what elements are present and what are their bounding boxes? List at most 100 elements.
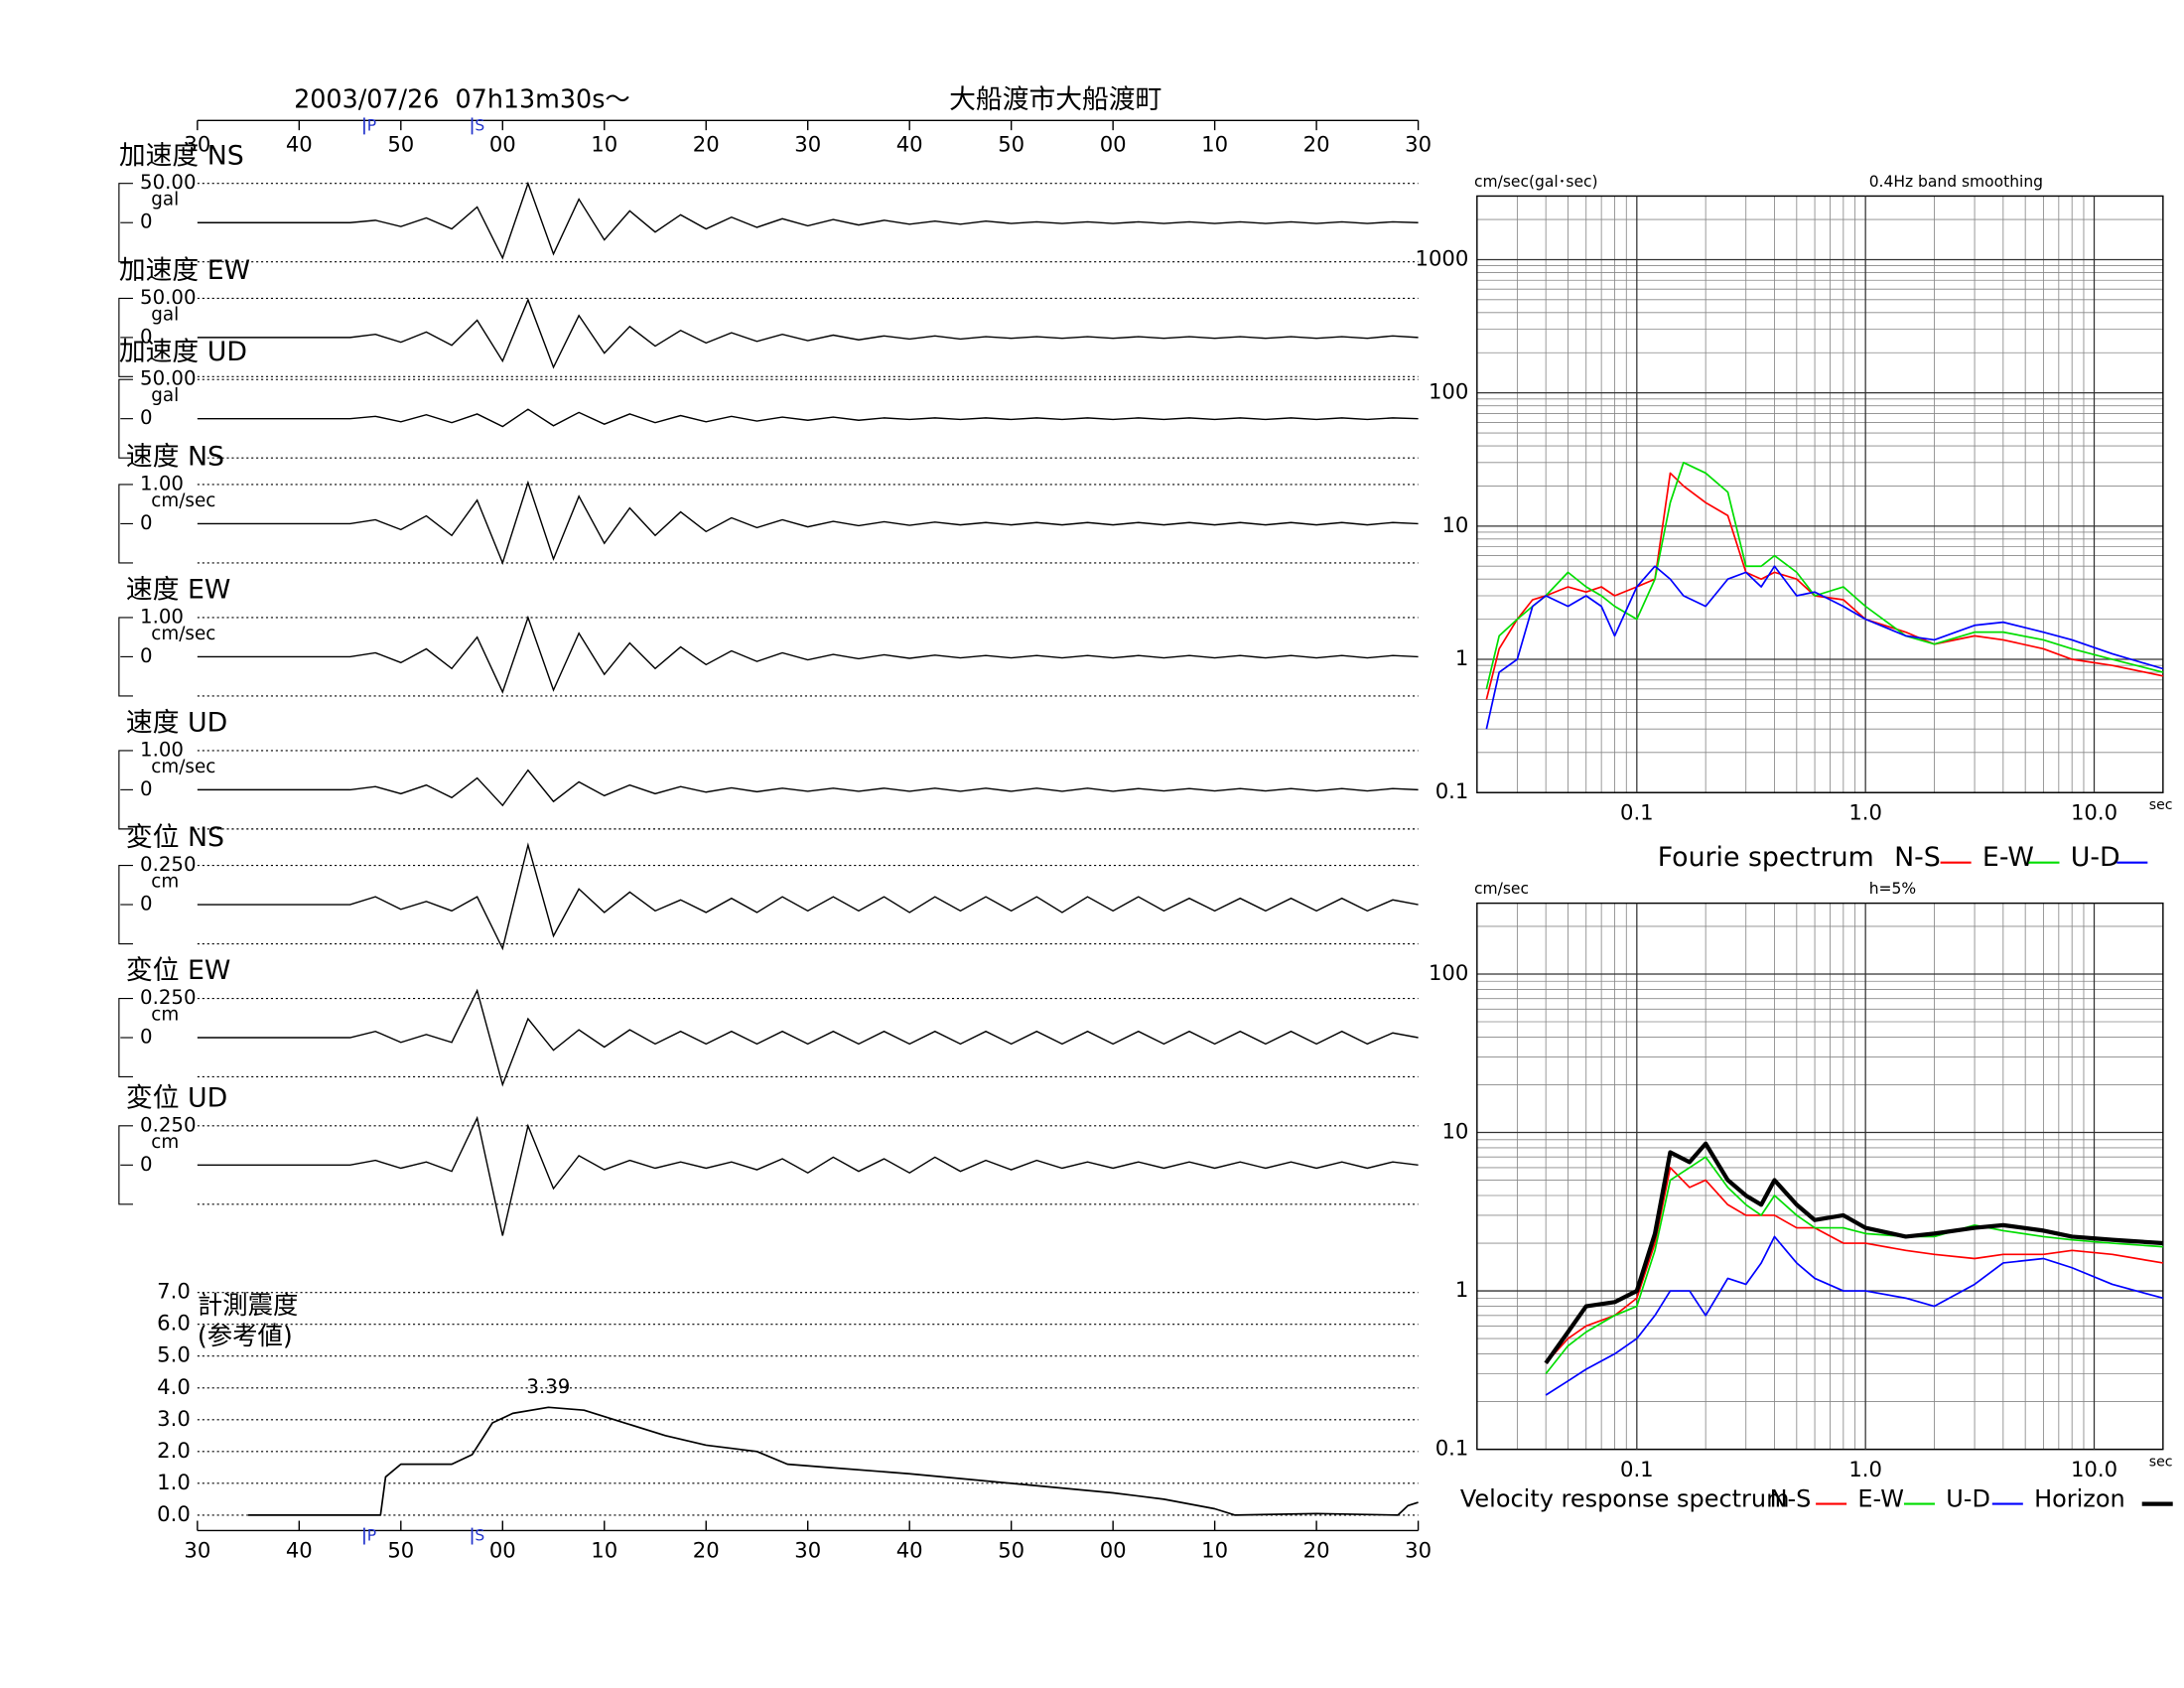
- panel-label: 速度 NS: [126, 442, 224, 473]
- y-tick-label: 10: [1441, 512, 1468, 537]
- panel-label: 変位 EW: [126, 955, 230, 986]
- y-axis-label: 計測震度: [198, 1290, 298, 1320]
- x-tick-label: 50: [998, 1538, 1024, 1563]
- x-tick-label: 20: [693, 1538, 720, 1563]
- y-tick-label: 0: [140, 1153, 153, 1176]
- waveform-trace: [197, 298, 1419, 369]
- x-tick-label: 50: [387, 132, 414, 157]
- x-tick-label: 30: [184, 132, 210, 157]
- y-tick-label: 100: [1429, 960, 1468, 985]
- x-tick-label: 40: [896, 132, 923, 157]
- data-line: [1485, 472, 2164, 700]
- y-tick-label: 0.250: [140, 1113, 197, 1136]
- y-unit-label: cm/sec(gal･sec): [1474, 173, 1598, 191]
- panel-label: 変位 NS: [126, 822, 224, 853]
- y-tick-label: 0: [140, 644, 153, 667]
- y-tick-label: 0: [140, 211, 153, 233]
- legend-label: U-D: [2071, 842, 2120, 873]
- y-tick-label: 0.250: [140, 986, 197, 1009]
- unit-label: gal: [151, 304, 179, 325]
- x-tick-label: 10.0: [2071, 799, 2117, 824]
- phase-label: S: [475, 1527, 484, 1545]
- panel-bracket: [118, 1125, 133, 1205]
- waveform-trace: [197, 181, 1419, 260]
- panel-label: 変位 UD: [126, 1083, 227, 1114]
- note: 0.4Hz band smoothing: [1869, 173, 2043, 191]
- waveform-trace: [197, 842, 1419, 951]
- waveform-trace: [197, 408, 1419, 428]
- legend-label: E-W: [1857, 1484, 1904, 1512]
- waveform-trace: [197, 480, 1419, 566]
- panel-label: 加速度 UD: [119, 337, 247, 367]
- y-tick-label: 3.0: [157, 1406, 191, 1431]
- x-tick-label: 10: [591, 132, 617, 157]
- y-tick-label: 50.00: [140, 367, 197, 390]
- panel-bracket: [118, 617, 133, 697]
- panel-bracket: [118, 378, 133, 459]
- panel-bracket: [118, 297, 133, 377]
- legend-label: E-W: [1982, 842, 2034, 873]
- x-tick-label: 10.0: [2071, 1457, 2117, 1481]
- y-tick-label: 0.0: [157, 1501, 191, 1526]
- legend-label: U-D: [1946, 1484, 1990, 1512]
- x-tick-label: 00: [489, 1538, 516, 1563]
- y-tick-label: 1.00: [140, 472, 184, 494]
- data-line: [248, 1406, 1419, 1516]
- x-tick-label: 1.0: [1848, 799, 1882, 824]
- data-line: [1544, 1141, 2163, 1365]
- y-tick-label: 100: [1429, 379, 1468, 404]
- x-tick-label: 50: [387, 1538, 414, 1563]
- panel-bracket: [118, 183, 133, 263]
- unit-label: cm/sec: [151, 757, 215, 777]
- y-tick-label: 10: [1441, 1119, 1468, 1144]
- panel-bracket: [118, 997, 133, 1078]
- x-tick-label: 30: [794, 132, 821, 157]
- unit-label: cm/sec: [151, 491, 215, 511]
- y-tick-label: 0: [140, 1026, 153, 1049]
- y-tick-label: 50.00: [140, 171, 197, 194]
- x-tick-label: 20: [1303, 1538, 1330, 1563]
- x-tick-label: 30: [184, 1538, 210, 1563]
- record-time: 2003/07/26 07h13m30s〜: [294, 84, 630, 114]
- peak-label: 3.39: [526, 1375, 570, 1398]
- y-tick-label: 4.0: [157, 1374, 191, 1399]
- x-tick-label: 0.1: [1620, 1457, 1654, 1481]
- y-tick-label: 1.00: [140, 605, 184, 628]
- station-name: 大船渡市大船渡町: [949, 84, 1161, 115]
- y-tick-label: 0: [140, 511, 153, 534]
- x-tick-label: 20: [1303, 132, 1330, 157]
- waveform-trace: [197, 615, 1419, 694]
- x-tick-label: 50: [998, 132, 1024, 157]
- panel-label: 加速度 NS: [119, 140, 244, 171]
- x-tick-label: 00: [489, 132, 516, 157]
- unit-label: cm: [151, 1132, 179, 1153]
- x-tick-label: 10: [1201, 1538, 1228, 1563]
- y-tick-label: 1000: [1416, 245, 1469, 270]
- x-tick-label: 40: [896, 1538, 923, 1563]
- unit-label: cm/sec: [151, 624, 215, 644]
- y-tick-label: 1: [1455, 1277, 1468, 1302]
- unit-label: gal: [151, 385, 179, 406]
- y-tick-label: 0.250: [140, 853, 197, 876]
- note: h=5%: [1869, 880, 1916, 898]
- y-tick-label: 1.00: [140, 738, 184, 761]
- data-line: [1485, 461, 2164, 689]
- waveform-trace: [197, 988, 1419, 1087]
- data-line: [1545, 1156, 2163, 1375]
- x-tick-label: 00: [1100, 132, 1127, 157]
- x-tick-label: 00: [1100, 1538, 1127, 1563]
- x-unit: sec: [2149, 1454, 2173, 1470]
- panel-bracket: [118, 750, 133, 830]
- y-axis-label: (参考値): [198, 1321, 293, 1350]
- y-tick-label: 0: [140, 325, 153, 348]
- phase-label: P: [367, 1527, 376, 1545]
- y-tick-label: 0.1: [1435, 1436, 1469, 1461]
- x-tick-label: 30: [1405, 132, 1432, 157]
- y-tick-label: 0: [140, 406, 153, 429]
- x-tick-label: 40: [286, 1538, 313, 1563]
- x-tick-label: 30: [1405, 1538, 1432, 1563]
- x-tick-label: 10: [591, 1538, 617, 1563]
- legend-label: Horizon: [2034, 1484, 2125, 1512]
